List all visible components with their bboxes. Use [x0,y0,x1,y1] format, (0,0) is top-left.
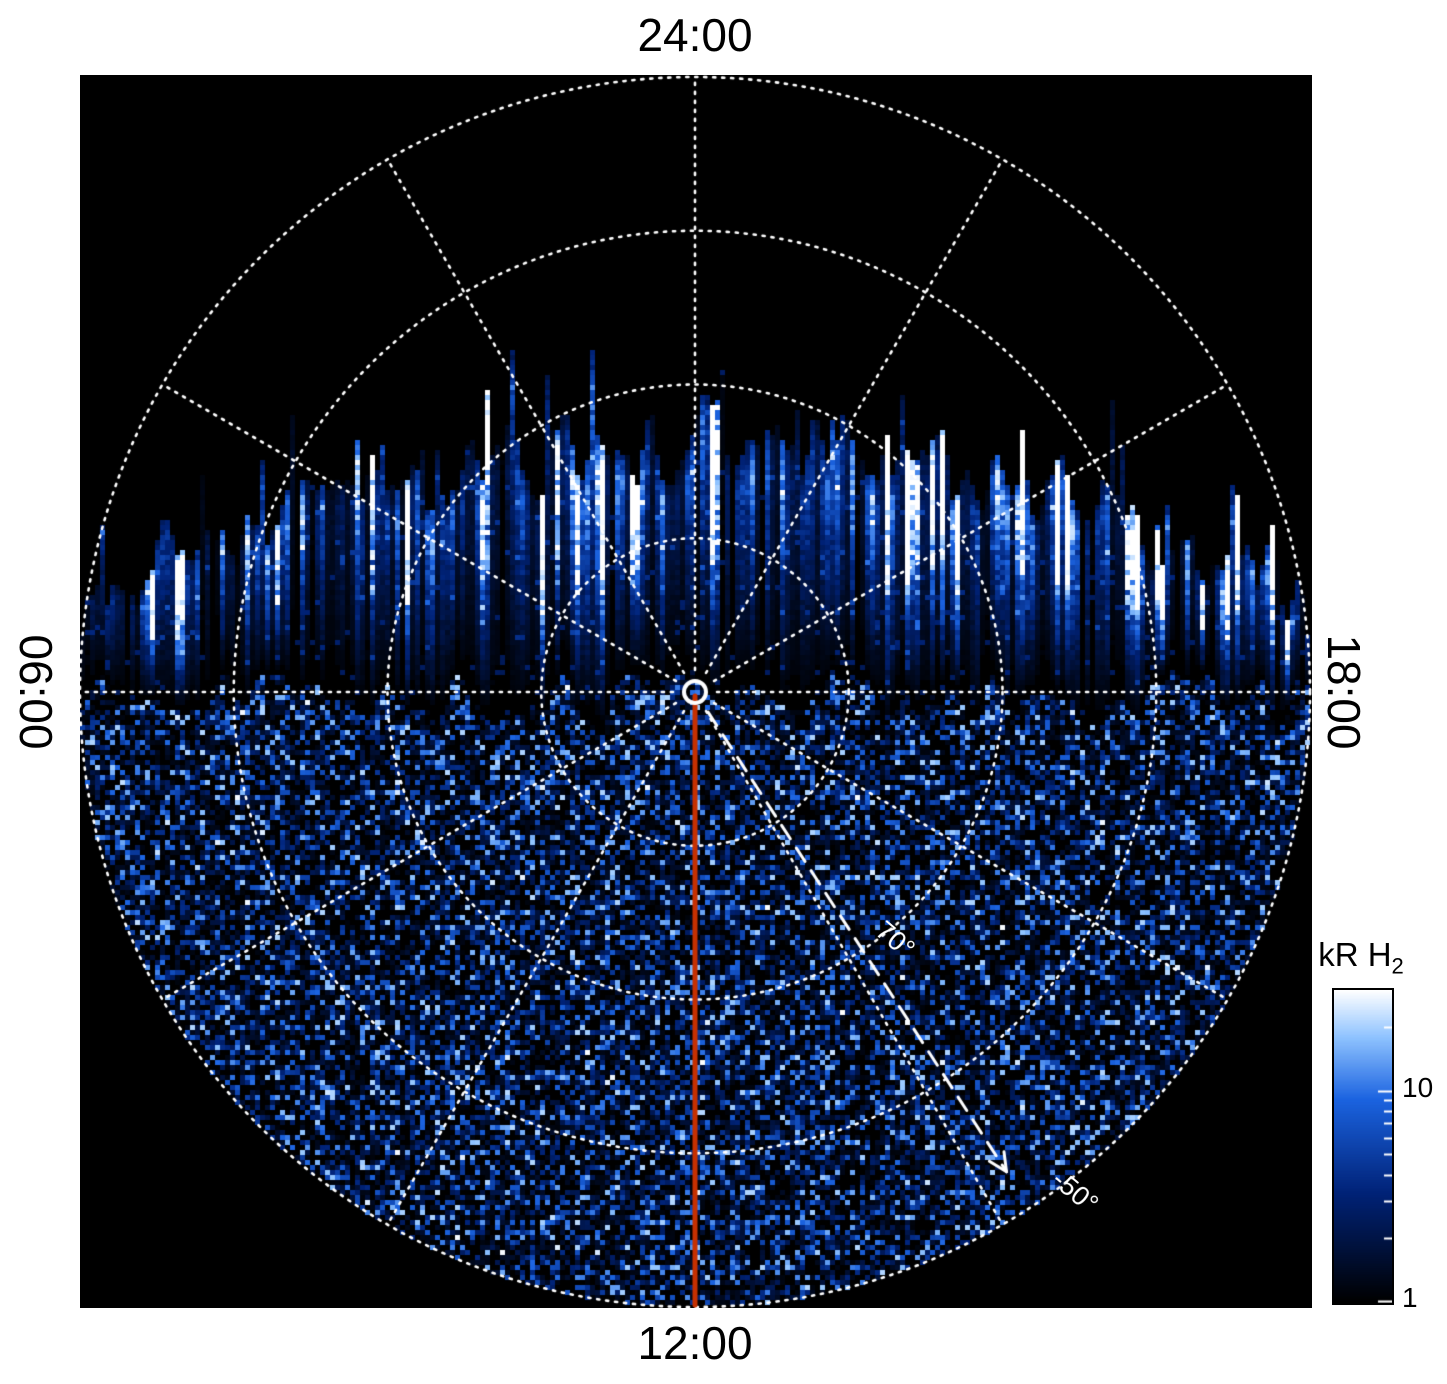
polar-plot-area: 70° -50° [80,75,1312,1308]
colorbar-tick-1: 1 [1402,1282,1418,1313]
time-label-1200: 12:00 [637,1317,753,1369]
colorbar-tick-10: 10 [1402,1072,1434,1103]
colorbar-gradient-canvas [1332,988,1394,1305]
time-label-0600: 06:00 [10,634,62,750]
time-label-2400: 24:00 [637,9,753,61]
colorbar-title-subscript: 2 [1391,953,1404,979]
time-label-1800: 18:00 [1318,634,1370,750]
colorbar-title-text: kR H [1318,936,1392,973]
colorbar: kR H2 10 1 [1300,936,1447,1384]
aurora-heatmap-canvas [80,75,1312,1308]
colorbar-title: kR H2 [1318,936,1404,980]
